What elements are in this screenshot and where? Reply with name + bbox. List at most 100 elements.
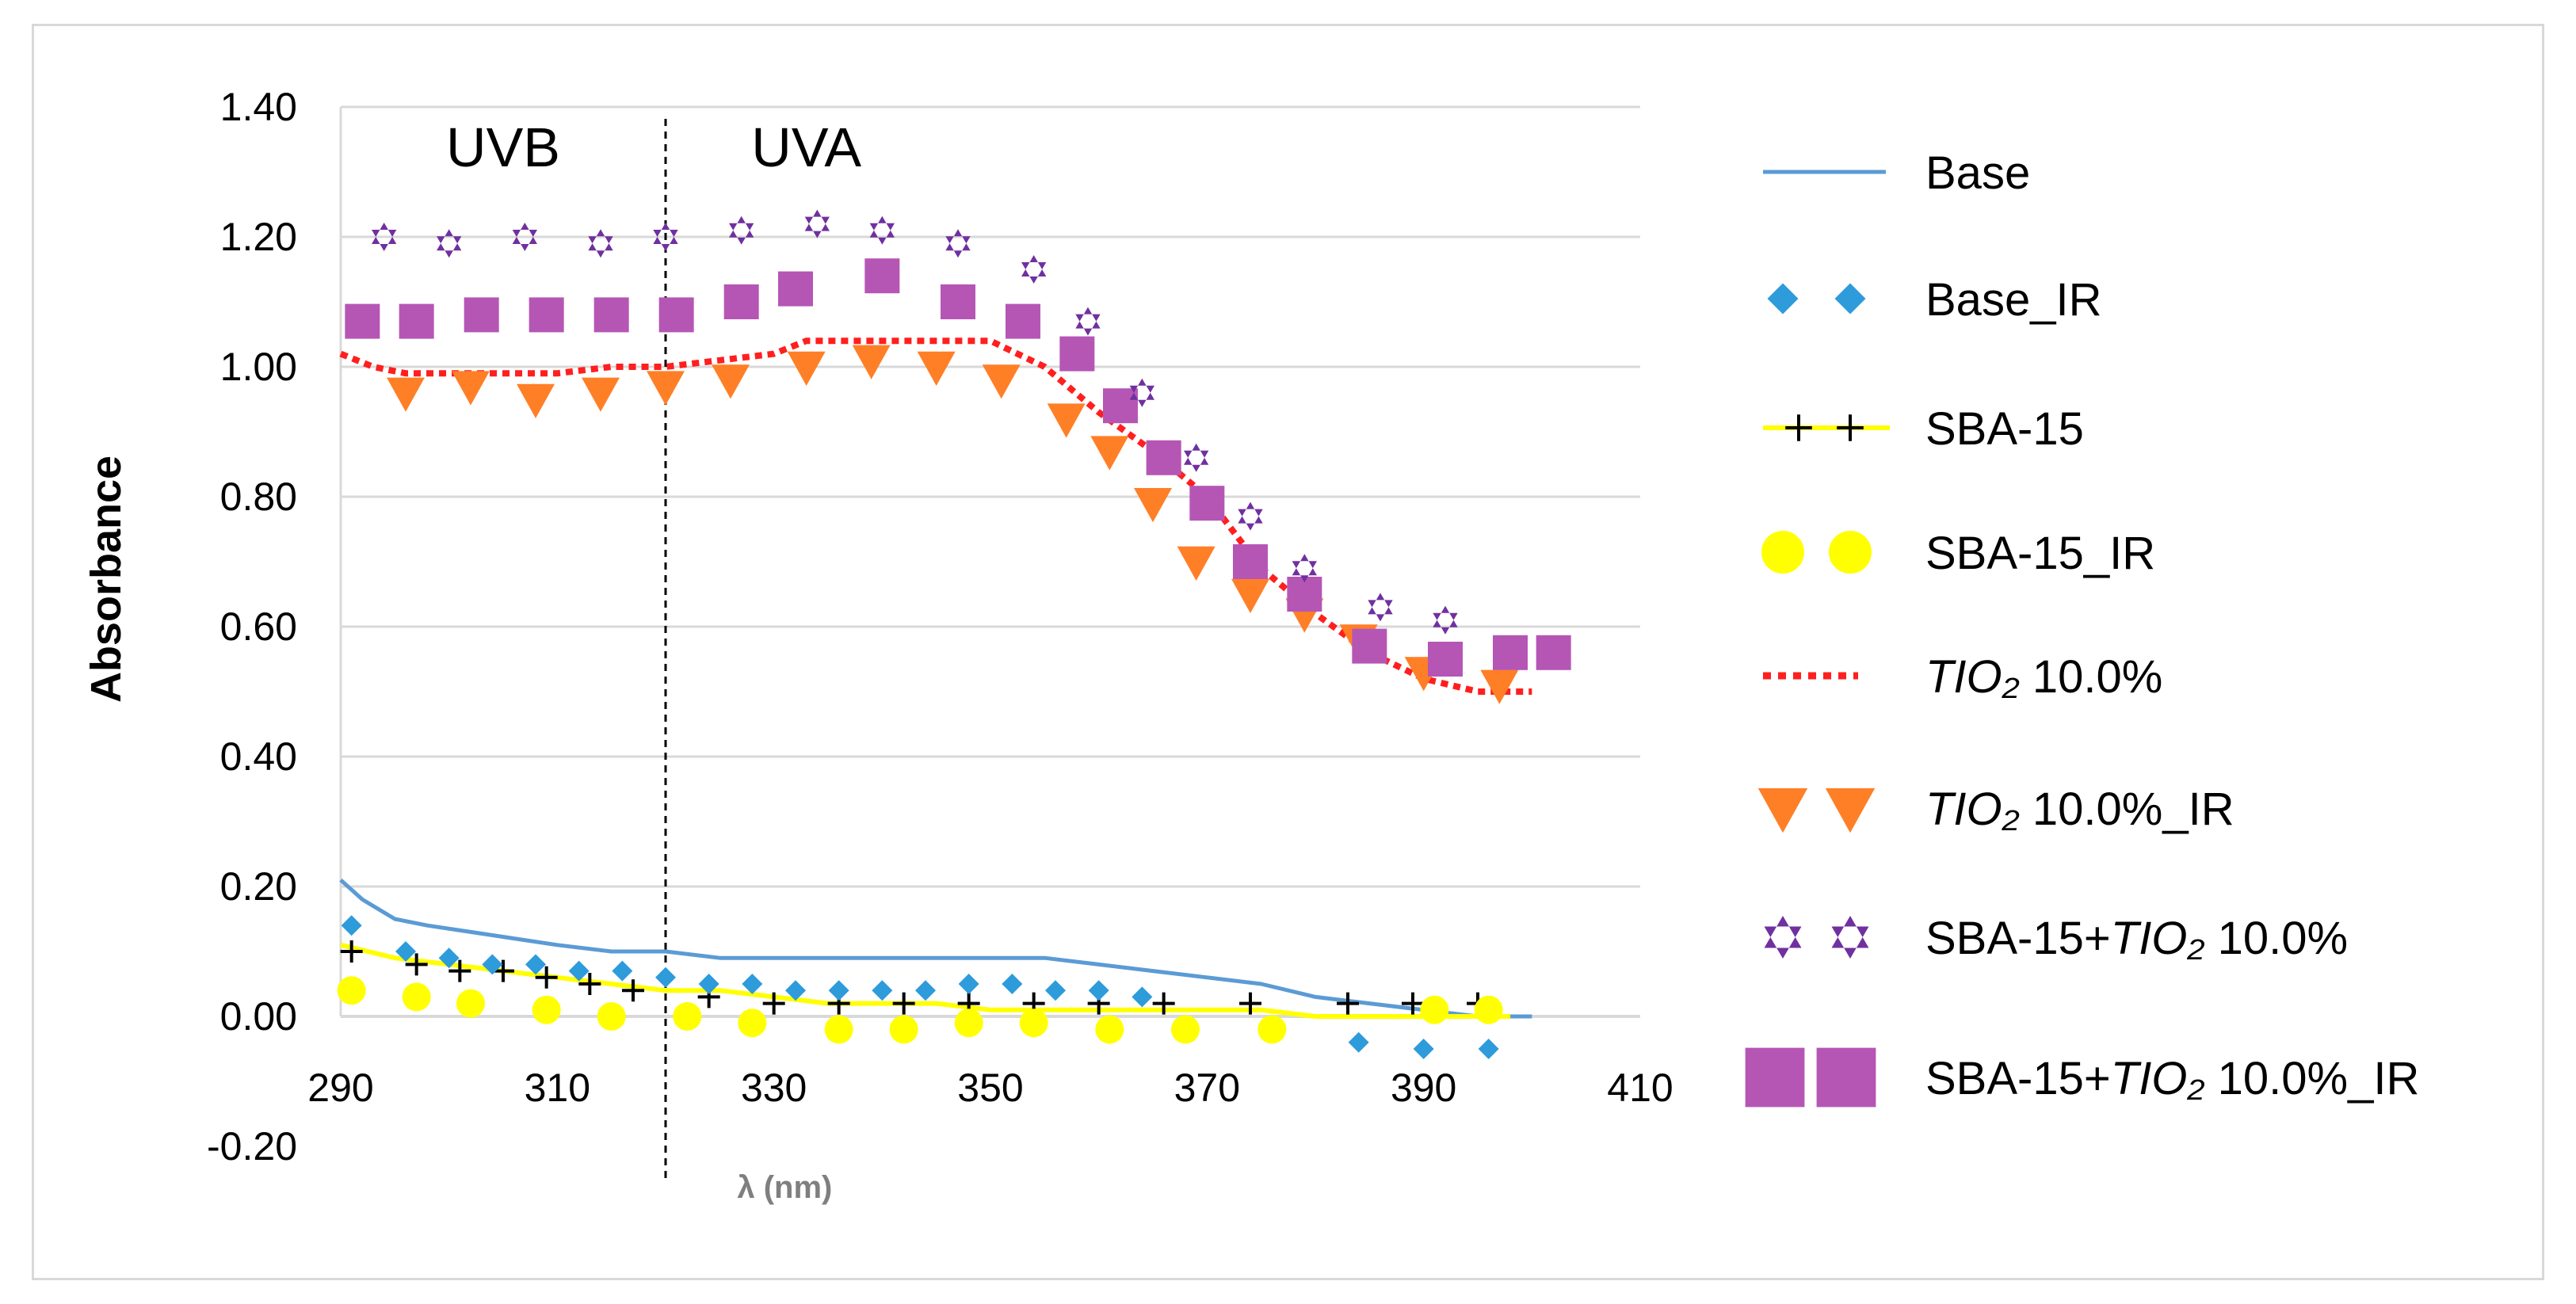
data-point [1536, 635, 1571, 670]
data-point [1402, 992, 1424, 1015]
data-point [1002, 974, 1023, 994]
data-point [828, 980, 849, 1001]
series-line [339, 878, 1532, 1019]
data-point [889, 1015, 918, 1044]
data-point [655, 967, 676, 988]
legend: Base Base_IR SBA-15 SBA-15_IR TIO₂ 10.0% TIO₂… [1745, 147, 2419, 1108]
data-point [1171, 1015, 1200, 1044]
data-point [1059, 336, 1095, 372]
legend-label: Base [1925, 147, 2030, 199]
data-point [658, 297, 694, 333]
data-point [945, 229, 971, 258]
legend-label: SBA-15+TIO₂ 10.0%_IR [1925, 1053, 2419, 1104]
data-point [1103, 388, 1138, 424]
y-tick-label: 0.20 [220, 864, 297, 909]
legend-label: SBA-15_IR [1925, 528, 2155, 579]
legend-item: SBA-15+TIO₂ 10.0%_IR [1745, 1047, 2419, 1108]
legend-marker [1757, 788, 1808, 833]
data-point [804, 209, 830, 238]
data-point [1184, 443, 1209, 472]
data-point [345, 303, 380, 339]
data-point [1420, 995, 1449, 1024]
data-point [452, 371, 490, 406]
data-point [337, 976, 366, 1005]
data-point [712, 364, 750, 399]
series-sba-15-tio2-10-0-ir [345, 258, 1571, 677]
y-tick-label: 0.40 [220, 734, 297, 779]
data-point [915, 980, 936, 1001]
data-point [872, 980, 893, 1001]
data-point [698, 974, 719, 994]
data-point [395, 941, 416, 962]
x-tick-label: 410 [1607, 1066, 1673, 1110]
region-label: UVA [751, 116, 861, 178]
data-point [1129, 378, 1154, 407]
legend-marker [1816, 1047, 1876, 1108]
data-point [372, 223, 397, 251]
x-axis-title: λ (nm) [737, 1170, 832, 1205]
data-point [438, 947, 460, 969]
data-point [892, 992, 915, 1015]
x-tick-label: 350 [957, 1066, 1023, 1110]
uvb-uva-divider: UVB UVA [446, 116, 861, 1180]
data-point [723, 284, 759, 319]
data-point [529, 297, 564, 333]
legend-item: SBA-15+TIO₂ 10.0% [1764, 913, 2348, 964]
x-tick-label: 290 [307, 1066, 373, 1110]
axis-labels: -0.20 0.00 0.20 0.40 0.60 0.80 1.00 1.20 1.40 290… [82, 85, 1673, 1205]
data-point [1239, 992, 1261, 1015]
data-point [535, 966, 558, 989]
data-point [578, 973, 601, 995]
data-point [405, 953, 428, 976]
data-point [1480, 669, 1519, 704]
data-point [1189, 486, 1225, 521]
y-tick-label: 1.40 [220, 85, 297, 129]
legend-item: SBA-15_IR [1761, 528, 2155, 579]
legend-marker [1745, 1047, 1805, 1108]
data-point [532, 995, 561, 1024]
series-tio2-10-0- [339, 337, 1532, 695]
data-point [1348, 1031, 1369, 1053]
data-point [1493, 635, 1528, 670]
data-point [341, 915, 362, 936]
legend-marker [1834, 283, 1866, 315]
data-point [1231, 578, 1269, 613]
x-tick-label: 370 [1174, 1066, 1240, 1110]
series-base [339, 878, 1532, 1019]
data-point [1368, 593, 1393, 622]
data-point [588, 229, 613, 258]
data-point [1075, 307, 1101, 336]
data-point [1238, 501, 1263, 531]
gridlines [339, 105, 1640, 1018]
x-tick-label: 390 [1391, 1066, 1456, 1110]
x-tick-label: 330 [741, 1066, 807, 1110]
y-tick-label: 0.80 [220, 475, 297, 519]
data-point [622, 979, 644, 1002]
data-point [525, 954, 546, 975]
legend-label: SBA-15 [1925, 403, 2084, 455]
data-point [982, 364, 1021, 399]
data-point [568, 960, 590, 982]
y-tick-label: 0.00 [220, 994, 297, 1039]
data-point [512, 223, 537, 251]
series-sba-15-ir [337, 976, 1503, 1044]
data-point [1019, 1009, 1048, 1038]
legend-item: TIO₂ 10.0%_IR [1757, 784, 2234, 835]
legend-label: TIO₂ 10.0%_IR [1925, 784, 2234, 835]
data-point [1132, 986, 1153, 1008]
legend-label: TIO₂ 10.0% [1925, 651, 2162, 703]
data-point [517, 383, 555, 418]
data-point [852, 345, 891, 379]
data-point [1090, 436, 1129, 471]
data-point [647, 371, 685, 406]
legend-marker [1767, 283, 1799, 315]
data-point [729, 215, 754, 245]
data-point [954, 1009, 983, 1038]
data-point [742, 974, 763, 994]
data-point [785, 980, 806, 1001]
data-point [464, 297, 499, 333]
data-point [778, 271, 813, 307]
data-point [437, 229, 462, 258]
data-point [787, 351, 826, 386]
y-tick-label: 1.20 [220, 215, 297, 259]
